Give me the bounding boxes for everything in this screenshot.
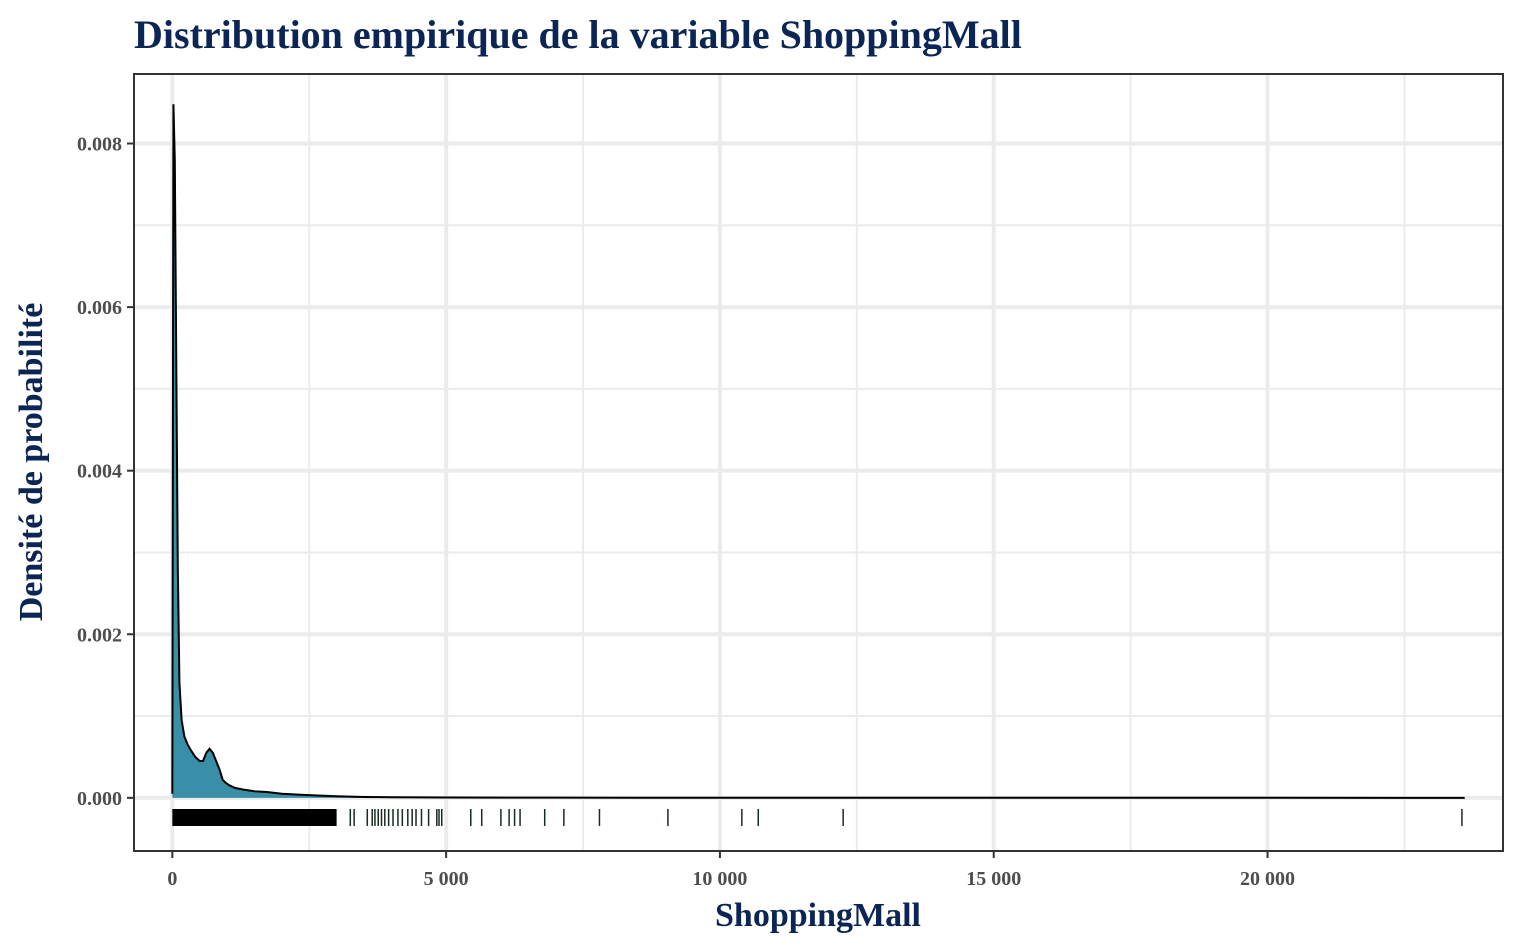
- panel-background: [134, 74, 1503, 851]
- chart-title: Distribution empirique de la variable Sh…: [134, 12, 1022, 57]
- y-tick-label: 0.008: [77, 134, 122, 156]
- density-line: [171, 104, 1465, 799]
- y-tick-label: 0.004: [77, 461, 122, 483]
- x-tick-label: 0: [167, 868, 177, 890]
- rug-layer: [172, 809, 1463, 826]
- x-tick-label: 5 000: [424, 868, 469, 890]
- rug-dense-band: [172, 809, 337, 826]
- y-axis: 0.000 0.002 0.004 0.006 0.008: [77, 134, 134, 810]
- y-axis-title: Densité de probabilité: [13, 303, 50, 622]
- y-tick-label: 0.006: [77, 297, 122, 319]
- x-axis: 0 5 000 10 000 15 000 20 000: [167, 851, 1295, 890]
- grid-major: [134, 74, 1503, 851]
- panel-border: [133, 73, 1504, 852]
- x-tick-label: 10 000: [692, 868, 747, 890]
- x-tick-label: 15 000: [966, 868, 1021, 890]
- y-tick-label: 0.002: [77, 624, 122, 646]
- x-tick-label: 20 000: [1240, 868, 1295, 890]
- x-axis-title: ShoppingMall: [715, 897, 921, 934]
- grid-minor: [134, 74, 1503, 851]
- y-tick-label: 0.000: [77, 788, 122, 810]
- density-layer: [171, 104, 1465, 799]
- plot-panel: [133, 73, 1504, 852]
